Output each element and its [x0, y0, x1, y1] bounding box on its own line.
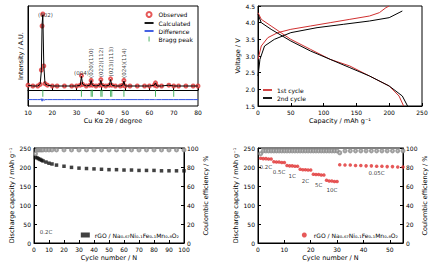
svg-text:rGO / Na₀.₆₇Ni₀.₁Fe₀.₁Mn₀.₈O₂: rGO / Na₀.₆₇Ni₀.₁Fe₀.₁Mn₀.₈O₂ — [314, 232, 399, 239]
svg-text:20: 20 — [307, 246, 315, 253]
svg-text:0: 0 — [27, 240, 31, 247]
svg-text:0: 0 — [406, 240, 410, 247]
svg-text:30: 30 — [73, 109, 81, 116]
svg-text:70: 70 — [170, 109, 178, 116]
svg-text:rGO / Na₀.₆₇Ni₀.₁Fe₀.₁Mn₀.₈O₂: rGO / Na₀.₆₇Ni₀.₁Fe₀.₁Mn₀.₈O₂ — [95, 232, 180, 239]
svg-text:1st cycle: 1st cycle — [277, 87, 304, 95]
svg-text:Voltage / V: Voltage / V — [234, 38, 242, 74]
svg-text:250: 250 — [244, 145, 256, 152]
svg-text:40: 40 — [90, 246, 98, 253]
svg-text:2.0: 2.0 — [245, 86, 255, 93]
svg-text:(004): (004) — [74, 70, 89, 76]
svg-text:90: 90 — [165, 246, 173, 253]
svg-text:Difference: Difference — [159, 28, 190, 35]
svg-text:60: 60 — [120, 246, 128, 253]
svg-text:Coulombic efficiency / %: Coulombic efficiency / % — [202, 155, 210, 235]
svg-text:0: 0 — [256, 246, 260, 253]
svg-text:0.05C: 0.05C — [369, 170, 385, 176]
svg-text:70: 70 — [135, 246, 143, 253]
svg-text:(023)(113): (023)(113) — [108, 47, 114, 77]
svg-text:100: 100 — [244, 202, 256, 209]
svg-text:0.2C: 0.2C — [40, 229, 53, 235]
svg-text:40: 40 — [187, 202, 195, 209]
svg-text:150: 150 — [244, 183, 256, 190]
svg-text:50: 50 — [386, 246, 394, 253]
svg-text:250: 250 — [416, 109, 428, 116]
svg-text:50: 50 — [105, 246, 113, 253]
svg-text:40: 40 — [406, 202, 414, 209]
svg-text:150: 150 — [20, 183, 32, 190]
svg-text:Cycle number / N: Cycle number / N — [81, 254, 138, 262]
svg-text:200: 200 — [244, 164, 256, 171]
svg-text:60: 60 — [406, 183, 414, 190]
svg-text:Cycle number / N: Cycle number / N — [302, 254, 359, 262]
svg-text:80: 80 — [150, 246, 158, 253]
svg-text:(024)(114): (024)(114) — [121, 48, 127, 78]
svg-text:60: 60 — [187, 183, 195, 190]
svg-text:4.0: 4.0 — [245, 19, 255, 26]
svg-text:0: 0 — [32, 246, 36, 253]
svg-text:0: 0 — [187, 239, 191, 247]
svg-text:30: 30 — [333, 246, 341, 253]
svg-text:(022)(112): (022)(112) — [98, 48, 104, 78]
svg-text:80: 80 — [194, 109, 202, 116]
svg-text:Cu Kα 2θ / degree: Cu Kα 2θ / degree — [84, 117, 143, 125]
svg-text:0: 0 — [251, 240, 255, 247]
svg-text:20: 20 — [187, 221, 195, 228]
svg-text:Coulombic efficiency / %: Coulombic efficiency / % — [421, 155, 429, 235]
svg-text:50: 50 — [121, 109, 129, 116]
svg-text:(002): (002) — [38, 12, 53, 18]
svg-text:1.5: 1.5 — [245, 103, 255, 110]
svg-text:50: 50 — [23, 221, 31, 228]
svg-text:80: 80 — [406, 164, 414, 171]
svg-text:2nd cycle: 2nd cycle — [277, 95, 306, 103]
svg-text:100: 100 — [178, 246, 190, 253]
svg-text:100: 100 — [187, 145, 199, 152]
svg-text:4.5: 4.5 — [245, 3, 255, 10]
svg-text:10: 10 — [45, 246, 53, 253]
svg-text:20: 20 — [60, 246, 68, 253]
svg-text:0.2C: 0.2C — [260, 164, 273, 170]
svg-text:3.0: 3.0 — [245, 53, 255, 60]
svg-text:(020)(110): (020)(110) — [88, 48, 94, 78]
svg-text:Observed: Observed — [159, 11, 188, 18]
svg-text:60: 60 — [146, 109, 154, 116]
svg-text:Intensity / A.U.: Intensity / A.U. — [17, 32, 25, 80]
svg-text:Discharge capacity / mAh g⁻¹: Discharge capacity / mAh g⁻¹ — [232, 147, 240, 243]
svg-text:Capacity / mAh g⁻¹: Capacity / mAh g⁻¹ — [309, 117, 371, 125]
svg-text:10: 10 — [24, 109, 32, 116]
svg-text:100: 100 — [20, 202, 32, 209]
svg-text:40: 40 — [97, 109, 105, 116]
svg-text:Discharge capacity / mAh g⁻¹: Discharge capacity / mAh g⁻¹ — [8, 147, 16, 243]
svg-text:Calculated: Calculated — [159, 20, 191, 27]
svg-text:3.5: 3.5 — [245, 36, 255, 43]
svg-text:0.5C: 0.5C — [273, 169, 286, 175]
svg-text:10C: 10C — [326, 187, 337, 193]
svg-text:10: 10 — [281, 246, 289, 253]
svg-text:150: 150 — [351, 109, 363, 116]
svg-text:5C: 5C — [315, 182, 322, 188]
svg-text:80: 80 — [187, 164, 195, 171]
svg-text:2C: 2C — [302, 178, 309, 184]
svg-text:0: 0 — [256, 109, 260, 116]
svg-text:Bragg peak: Bragg peak — [159, 36, 194, 44]
svg-text:200: 200 — [20, 164, 32, 171]
svg-text:200: 200 — [383, 109, 395, 116]
svg-text:100: 100 — [406, 145, 418, 152]
svg-text:100: 100 — [318, 109, 330, 116]
svg-text:20: 20 — [48, 109, 56, 116]
svg-text:30: 30 — [75, 246, 83, 253]
svg-text:50: 50 — [247, 221, 255, 228]
svg-text:1C: 1C — [289, 173, 296, 179]
svg-text:40: 40 — [360, 246, 368, 253]
svg-text:20: 20 — [406, 221, 414, 228]
svg-text:250: 250 — [20, 145, 32, 152]
svg-text:2.5: 2.5 — [245, 69, 255, 76]
svg-text:50: 50 — [287, 109, 295, 116]
